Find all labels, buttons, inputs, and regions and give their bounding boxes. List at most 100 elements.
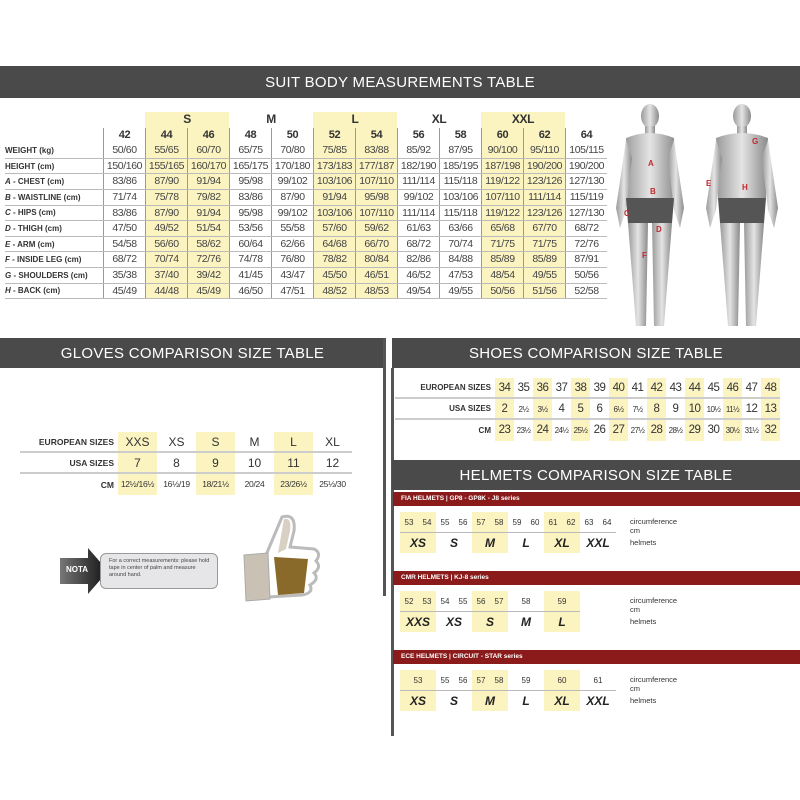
circumference-group: 59 (508, 670, 544, 690)
table-cell: 111/114 (523, 189, 565, 205)
table-cell: 48/53 (355, 283, 397, 299)
table-cell: 150/160 (103, 158, 145, 174)
circumference-group: 54 55 (436, 591, 472, 611)
table-cell: 190/200 (565, 158, 607, 174)
row-letter: H (5, 286, 11, 296)
helmet-size: XL (544, 533, 580, 553)
table-cell: 103/106 (313, 205, 355, 221)
shoes-cell: 37 (555, 382, 568, 394)
helmet-series-bar: ECE HELMETS | CIRCUIT - STAR series (393, 650, 800, 664)
row-label: F - INSIDE LEG (cm) (5, 255, 82, 265)
table-cell: 49/54 (397, 283, 439, 299)
circumference-group: 53 54 (400, 512, 436, 532)
circumference-value: 60 (530, 517, 540, 527)
circumference-value: 60 (557, 675, 567, 685)
circumference-value: 62 (566, 517, 576, 527)
shoes-cell: 31½ (744, 426, 759, 435)
shoes-cell: 9 (672, 403, 679, 415)
shoes-cell: 34 (495, 378, 514, 397)
circumference-group: 52 53 (400, 591, 436, 611)
table-cell: 68/72 (565, 221, 607, 236)
row-label: G - SHOULDERS (cm) (5, 270, 88, 280)
table-cell: 87/91 (565, 252, 607, 267)
figure-letter-f: F (642, 251, 647, 260)
shoes-banner: SHOES COMPARISON SIZE TABLE (392, 338, 800, 368)
table-cell: 107/110 (355, 205, 397, 221)
table-cell: 62/66 (271, 236, 313, 252)
table-cell: 76/80 (271, 252, 313, 267)
table-cell: 71/75 (481, 236, 523, 252)
shoes-cell: 24½ (554, 426, 569, 435)
table-cell: 190/200 (523, 158, 565, 174)
table-cell: 103/106 (439, 189, 481, 205)
table-cell: 61/63 (397, 221, 439, 236)
shoes-cell: 13 (761, 399, 780, 418)
table-cell: 103/106 (313, 174, 355, 189)
table-cell: 59/62 (355, 221, 397, 236)
size-number: 42 (103, 127, 145, 144)
gloves-divider (383, 338, 386, 596)
row-label: A - CHEST (cm) (5, 177, 65, 187)
helmet-size-table: 53 55 56 57 58 59 60 61 XS S M L XL XXL circumference … (400, 670, 677, 711)
table-row: B - WAISTLINE (cm) 71/74 75/78 79/82 83/86 87… (5, 189, 607, 206)
shoes-cell: 23 (495, 420, 514, 441)
row-letter: E (5, 239, 11, 249)
table-cell: 99/102 (271, 205, 313, 221)
shoes-cell: 28 (647, 420, 666, 441)
table-row: C - HIPS (cm) 83/86 87/90 91/94 95/98 99/102 1… (5, 205, 607, 222)
circumference-value: 61 (548, 517, 558, 527)
gloves-row: EUROPEAN SIZES XXS XS S M L XL (20, 432, 352, 453)
table-cell: 50/56 (481, 283, 523, 299)
table-cell: 91/94 (187, 205, 229, 221)
shoes-cell: 6½ (609, 399, 628, 418)
gloves-row-label: CM (100, 479, 114, 490)
nota-label: NOTA (66, 565, 89, 574)
row-label: H - BACK (cm) (5, 286, 61, 296)
table-cell: 75/85 (313, 143, 355, 158)
table-cell: 47/50 (103, 221, 145, 236)
back-figure (706, 104, 778, 326)
table-row: A - CHEST (cm) 83/86 87/90 91/94 95/98 99/102… (5, 174, 607, 190)
circumference-value: 54 (422, 517, 432, 527)
size-number: 50 (271, 127, 313, 144)
helmet-series-bar: CMR HELMETS | KJ-8 series (393, 571, 800, 585)
circumference-group: 59 (544, 591, 580, 611)
row-label: B - WAISTLINE (cm) (5, 192, 81, 202)
nota-callout: NOTA For a correct measurements: please … (60, 548, 220, 594)
circumference-value: 59 (512, 517, 522, 527)
shoes-cell: 28½ (668, 426, 683, 435)
table-cell: 41/45 (229, 267, 271, 283)
helmet-size: L (522, 536, 530, 550)
gloves-cell: 11 (274, 453, 313, 472)
helmet-size-table: 53 54 55 56 57 58 59 60 61 62 63 64 XS S M L XL XXL circum… (400, 512, 677, 553)
circumference-label: circumference cm (630, 517, 678, 535)
circumference-group: 61 62 (544, 512, 580, 532)
table-cell: 52/58 (565, 283, 607, 299)
table-cell: 123/126 (523, 205, 565, 221)
size-number: 64 (565, 127, 607, 144)
table-row: WEIGHT (kg) 50/60 55/65 60/70 65/75 70/80 75/8… (5, 143, 607, 159)
table-cell: 50/60 (103, 143, 145, 158)
table-cell: 127/130 (565, 174, 607, 189)
size-group-row: S M L XL XXL (5, 112, 607, 128)
table-cell: 127/130 (565, 205, 607, 221)
helmet-size: XS (400, 691, 436, 711)
row-label-text: INSIDE LEG (cm) (17, 255, 82, 265)
circumference-value: 63 (584, 517, 594, 527)
gloves-cell: S (196, 432, 235, 451)
shoes-cell: 10 (685, 399, 704, 418)
table-row: G - SHOULDERS (cm) 35/38 37/40 39/42 41/45 43… (5, 267, 607, 284)
suit-title: SUIT BODY MEASUREMENTS TABLE (265, 73, 535, 91)
table-cell: 46/52 (397, 267, 439, 283)
circumference-value: 53 (422, 596, 432, 606)
table-cell: 115/119 (565, 189, 607, 205)
table-cell: 57/60 (313, 221, 355, 236)
circumference-value: 58 (521, 596, 531, 606)
table-cell: 107/110 (481, 189, 523, 205)
table-cell: 160/170 (187, 158, 229, 174)
gloves-cell: 8 (173, 456, 180, 470)
gloves-cell: 9 (196, 453, 235, 472)
gloves-cell: 7 (118, 453, 157, 472)
table-cell: 49/55 (439, 283, 481, 299)
